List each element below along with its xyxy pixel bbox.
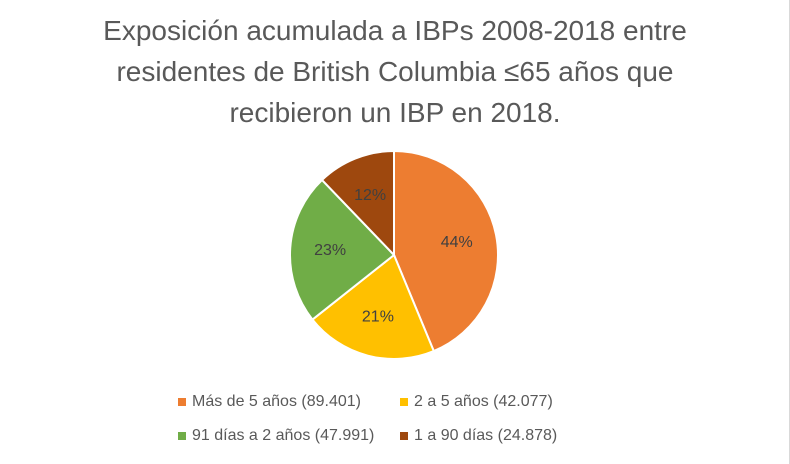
legend: Más de 5 años (89.401) 2 a 5 años (42.077… (178, 392, 590, 446)
legend-swatch-2 (400, 398, 408, 406)
pie-slice-3 (289, 178, 395, 321)
chart-title-line-3: recibieron un IBP en 2018. (229, 97, 561, 128)
legend-item-3: 91 días a 2 años (47.991) (178, 426, 400, 446)
legend-item-1: Más de 5 años (89.401) (178, 392, 400, 412)
chart-title-line-1: Exposición acumulada a IBPs 2008-2018 en… (103, 15, 687, 46)
chart-title: Exposición acumulada a IBPs 2008-2018 en… (0, 10, 790, 133)
pie-slice-1 (393, 150, 499, 353)
legend-item-4: 1 a 90 días (24.878) (400, 426, 590, 446)
legend-swatch-1 (178, 398, 186, 406)
pie-slice-2 (311, 254, 435, 360)
pie-chart: 44% 21% 23% 12% (289, 150, 499, 360)
legend-label-3: 91 días a 2 años (47.991) (192, 427, 375, 444)
slice-data-label-1: 44% (441, 234, 473, 251)
pie-slice-4 (320, 150, 395, 256)
legend-label-4: 1 a 90 días (24.878) (414, 427, 558, 444)
legend-swatch-4 (400, 432, 408, 440)
slice-data-label-3: 23% (314, 242, 346, 259)
chart-title-line-2: residentes de British Columbia ≤65 años … (116, 56, 674, 87)
legend-item-2: 2 a 5 años (42.077) (400, 392, 590, 412)
legend-label-2: 2 a 5 años (42.077) (414, 393, 553, 410)
legend-swatch-3 (178, 432, 186, 440)
slice-data-label-2: 21% (362, 308, 394, 325)
legend-label-1: Más de 5 años (89.401) (192, 393, 361, 410)
slice-data-label-4: 12% (354, 187, 386, 204)
